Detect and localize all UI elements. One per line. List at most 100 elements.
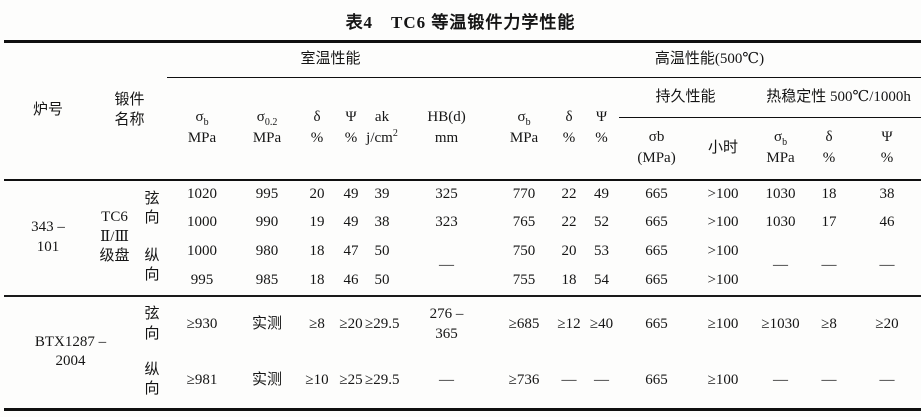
data-cell: >100 bbox=[707, 214, 739, 231]
data-cell: 38 bbox=[374, 214, 390, 231]
data-cell: 46 bbox=[879, 214, 895, 231]
data-cell: 20 bbox=[561, 243, 577, 260]
data-cell: 1000 bbox=[187, 214, 218, 231]
header-hardness: HB(d) mm bbox=[427, 108, 466, 147]
data-cell: 665 bbox=[645, 371, 668, 388]
data-cell: 755 bbox=[512, 271, 536, 288]
header-thermal-sigma-b: σb MPa bbox=[766, 128, 795, 167]
header-endurance-sigma-b: σb (MPa) bbox=[637, 128, 676, 167]
data-cell: 50 bbox=[374, 271, 390, 288]
data-cell-dash: — bbox=[439, 257, 455, 274]
data-cell: 1020 bbox=[187, 185, 218, 202]
forging-name-cell: TC6 Ⅱ/Ⅲ 级盘 bbox=[99, 209, 130, 265]
data-cell: 实测 bbox=[252, 371, 283, 388]
data-cell: 995 bbox=[190, 271, 214, 288]
header-endurance-hours: 小时 bbox=[708, 139, 739, 156]
data-cell: 22 bbox=[561, 214, 577, 231]
data-cell: 765 bbox=[512, 214, 536, 231]
data-cell: — bbox=[821, 371, 837, 388]
data-cell: ≥8 bbox=[309, 315, 325, 332]
data-cell: — bbox=[879, 371, 895, 388]
data-cell: ≥736 bbox=[508, 371, 540, 388]
data-cell: 19 bbox=[309, 214, 325, 231]
data-cell: 770 bbox=[512, 185, 536, 202]
data-cell: 1030 bbox=[765, 214, 796, 231]
data-cell: ≥8 bbox=[821, 315, 837, 332]
data-cell: ≥29.5 bbox=[365, 371, 400, 388]
data-cell: 995 bbox=[255, 185, 279, 202]
furnace-no-cell: BTX1287 – 2004 bbox=[34, 333, 107, 370]
data-cell: ≥930 bbox=[186, 315, 218, 332]
data-cell: 46 bbox=[343, 271, 359, 288]
data-cell: — bbox=[594, 371, 610, 388]
direction-cell-chordwise: 弦 向 bbox=[144, 190, 160, 227]
data-cell: ≥100 bbox=[707, 315, 739, 332]
data-cell: 49 bbox=[594, 185, 610, 202]
data-cell: 1030 bbox=[765, 185, 796, 202]
direction-cell-longitudinal: 纵 向 bbox=[144, 247, 160, 284]
data-cell: 52 bbox=[594, 214, 610, 231]
data-cell: ≥40 bbox=[589, 315, 614, 332]
data-cell: 53 bbox=[594, 243, 610, 260]
mechanical-properties-table: 炉号 锻件 名称 室温性能 高温性能(500℃) σb MPa σ0.2 MPa… bbox=[4, 40, 921, 411]
data-cell: ≥685 bbox=[508, 315, 540, 332]
data-cell: 49 bbox=[343, 214, 359, 231]
data-cell: >100 bbox=[707, 243, 739, 260]
data-cell: 17 bbox=[821, 214, 837, 231]
data-cell: 750 bbox=[512, 243, 536, 260]
data-cell: 665 bbox=[645, 214, 668, 231]
data-cell: 20 bbox=[309, 185, 325, 202]
data-cell: 990 bbox=[255, 214, 279, 231]
data-cell: ≥25 bbox=[339, 371, 363, 388]
data-cell: >100 bbox=[707, 185, 739, 202]
data-cell: ≥981 bbox=[186, 371, 218, 388]
data-cell: >100 bbox=[707, 271, 739, 288]
data-cell: ≥1030 bbox=[761, 315, 800, 332]
header-delta-ht: δ % bbox=[562, 108, 576, 147]
data-cell: — bbox=[773, 371, 789, 388]
data-cell: 50 bbox=[374, 243, 390, 260]
header-psi-ht: Ψ % bbox=[595, 108, 608, 147]
data-cell: 665 bbox=[645, 243, 668, 260]
data-cell: 18 bbox=[821, 185, 837, 202]
data-cell-dash: — bbox=[773, 257, 789, 274]
data-cell: 325 bbox=[435, 185, 458, 202]
group-header-high-temp: 高温性能(500℃) bbox=[494, 41, 921, 78]
data-cell: 22 bbox=[561, 185, 577, 202]
data-cell: 665 bbox=[645, 271, 668, 288]
data-cell: 323 bbox=[435, 214, 458, 231]
header-ak: ak j/cm2 bbox=[366, 108, 398, 147]
data-cell: 1000 bbox=[187, 243, 218, 260]
data-cell: ≥20 bbox=[875, 315, 899, 332]
data-cell: 665 bbox=[645, 315, 668, 332]
data-cell: — bbox=[561, 371, 577, 388]
data-cell: 49 bbox=[343, 185, 359, 202]
header-sigma-b-room: σb MPa bbox=[187, 108, 217, 147]
data-cell: 665 bbox=[645, 185, 668, 202]
header-sigma-02: σ0.2 MPa bbox=[252, 108, 282, 147]
header-thermal-delta: δ % bbox=[822, 128, 836, 167]
header-thermal-psi: Ψ % bbox=[880, 128, 894, 167]
header-furnace-no: 炉号 bbox=[32, 102, 63, 118]
header-sigma-b-ht: σb MPa bbox=[509, 108, 539, 147]
data-cell: ≥100 bbox=[707, 371, 739, 388]
group-header-endurance: 持久性能 bbox=[619, 77, 753, 118]
group-header-room-temp: 室温性能 bbox=[167, 41, 495, 78]
data-cell: ≥29.5 bbox=[365, 315, 400, 332]
data-cell: 985 bbox=[255, 271, 279, 288]
data-cell: 980 bbox=[255, 243, 279, 260]
direction-cell-longitudinal: 纵 向 bbox=[144, 361, 160, 398]
data-cell: 47 bbox=[343, 243, 359, 260]
data-cell: 18 bbox=[309, 271, 325, 288]
header-delta-room: δ % bbox=[310, 108, 324, 147]
data-cell: ≥20 bbox=[339, 315, 363, 332]
furnace-no-cell: 343 – 101 bbox=[31, 219, 65, 255]
data-cell: — bbox=[439, 371, 455, 388]
data-cell: 实测 bbox=[252, 315, 283, 332]
direction-cell-chordwise: 弦 向 bbox=[144, 306, 160, 342]
data-cell: ≥12 bbox=[557, 315, 581, 332]
data-cell-dash: — bbox=[879, 257, 895, 274]
data-cell: ≥10 bbox=[305, 371, 329, 388]
group-header-thermal-stability: 热稳定性 500℃/1000h bbox=[752, 77, 921, 118]
data-cell: 39 bbox=[374, 185, 390, 202]
